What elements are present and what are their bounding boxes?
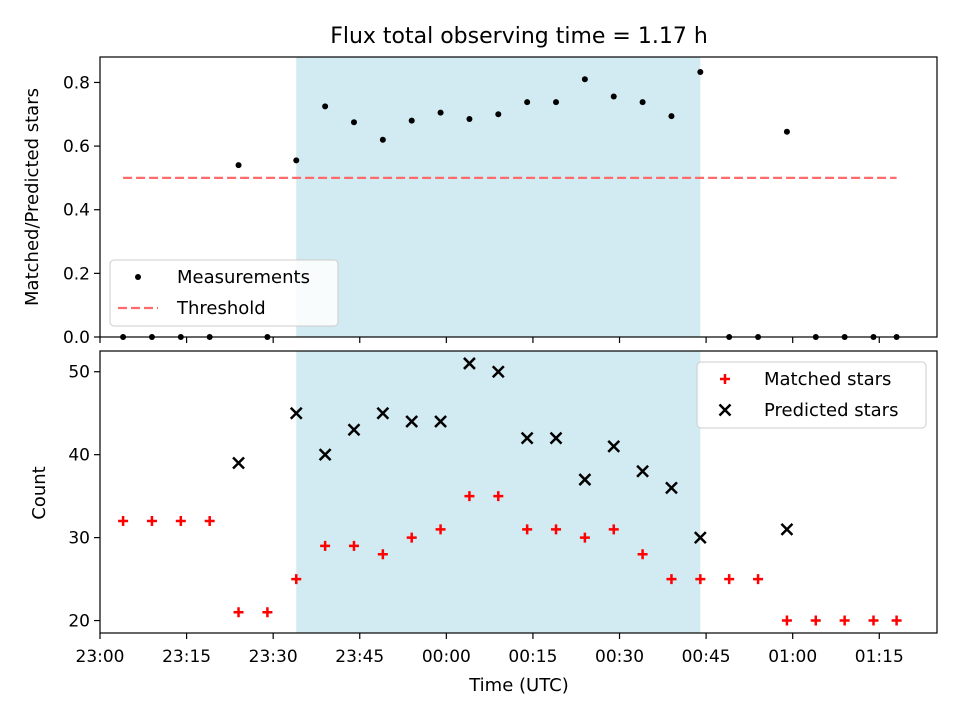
matched-stars-point — [891, 615, 902, 626]
matched-stars-point — [291, 574, 302, 585]
x-tick-label: 00:45 — [682, 647, 731, 667]
measurement-point — [581, 76, 588, 83]
predicted-stars-point — [693, 531, 707, 545]
matched-stars-point — [868, 615, 879, 626]
measurement-point — [437, 109, 444, 116]
predicted-stars-point — [463, 357, 476, 370]
top-panel-y-tick-label: 0.2 — [63, 264, 90, 284]
matched-stars-point — [579, 532, 590, 543]
bottom-panel-y-tick-label: 30 — [68, 529, 90, 549]
legend-matched-marker — [720, 374, 730, 384]
matched-stars-point — [810, 615, 821, 626]
top-panel-y-tick-label: 0.4 — [63, 201, 90, 221]
top-panel-shaded-interval — [296, 57, 701, 337]
measurement-point — [379, 136, 386, 143]
measurement-point — [639, 99, 646, 106]
matched-stars-point — [666, 574, 677, 585]
matched-stars-point — [522, 524, 533, 535]
predicted-stars-point — [376, 406, 390, 420]
measurement-point — [668, 113, 675, 120]
legend-predicted-marker — [718, 403, 732, 417]
predicted-stars-point — [520, 431, 534, 445]
matched-stars-point — [175, 516, 186, 527]
matched-stars-point — [551, 524, 562, 535]
top-panel-axes-frame — [99, 56, 938, 338]
predicted-stars-point — [549, 431, 563, 445]
measurement-point — [783, 128, 790, 135]
x-tick-label: 23:30 — [249, 647, 298, 667]
measurement-point — [553, 99, 560, 106]
bottom-panel-legend-box — [696, 361, 927, 429]
matched-stars-point — [435, 524, 446, 535]
chart-title: Flux total observing time = 1.17 h — [330, 24, 708, 49]
measurement-point — [322, 103, 329, 110]
predicted-stars-point — [578, 473, 592, 486]
matched-stars-point — [493, 491, 504, 502]
bottom-panel-y-axis-label: Count — [29, 466, 50, 519]
predicted-stars-point — [780, 522, 794, 536]
matched-stars-point — [233, 607, 244, 618]
top-panel-y-tick-label: 0.6 — [63, 137, 90, 157]
predicted-stars-point — [434, 415, 447, 428]
top-panel-y-tick-label: 0.8 — [63, 73, 90, 93]
matched-stars-point — [146, 516, 157, 527]
bottom-panel-axes-frame — [99, 350, 938, 634]
x-tick-label: 00:15 — [508, 647, 557, 667]
predicted-stars-point — [232, 456, 245, 470]
x-tick-label: 23:15 — [162, 647, 211, 667]
measurement-point — [610, 93, 617, 100]
top-panel-legend-box — [109, 259, 339, 327]
matched-stars-point — [406, 532, 417, 543]
matched-stars-point — [839, 615, 850, 626]
measurement-point — [495, 111, 502, 118]
chart-plot-layer: 0.0 0.2 0.4 0.6 0.8 Measurements Threshold 20 30… — [63, 56, 938, 667]
predicted-stars-point — [665, 481, 678, 495]
legend-measurements-marker — [135, 274, 141, 280]
matched-stars-point — [348, 540, 359, 551]
matched-stars-point — [377, 549, 388, 560]
bottom-panel-y-tick-label: 20 — [68, 612, 90, 632]
predicted-stars-point — [636, 464, 649, 478]
predicted-stars-point — [405, 415, 419, 428]
matched-stars-point — [118, 516, 129, 527]
measurement-point — [524, 99, 531, 106]
matched-stars-point — [320, 540, 331, 551]
matched-stars-point — [781, 615, 792, 626]
legend-label: Predicted stars — [764, 400, 898, 421]
legend-label: Threshold — [176, 298, 266, 319]
matched-stars-point — [608, 524, 619, 535]
matched-stars-point — [637, 549, 648, 560]
measurement-point — [697, 68, 704, 75]
predicted-stars-point — [607, 439, 621, 453]
bottom-panel-y-tick-label: 40 — [68, 446, 90, 466]
x-tick-label: 23:45 — [335, 647, 384, 667]
matched-stars-point — [724, 574, 735, 585]
x-tick-label: 23:00 — [76, 647, 125, 667]
measurement-point — [408, 117, 415, 124]
x-tick-label: 01:15 — [855, 647, 904, 667]
predicted-stars-point — [491, 365, 505, 379]
measurement-point — [350, 119, 357, 126]
x-tick-label: 01:00 — [768, 647, 817, 667]
x-axis-label: Time (UTC) — [468, 675, 569, 696]
predicted-stars-point — [347, 423, 361, 437]
measurement-point — [235, 162, 242, 169]
bottom-panel-y-tick-label: 50 — [68, 363, 90, 383]
top-panel-y-tick-label: 0.0 — [63, 328, 90, 348]
matched-stars-point — [695, 574, 706, 585]
measurement-point — [293, 157, 300, 164]
x-tick-label: 00:30 — [595, 647, 644, 667]
legend-label: Measurements — [177, 267, 310, 288]
top-panel-y-axis-label: Matched/Predicted stars — [22, 88, 43, 306]
matched-stars-point — [262, 607, 273, 618]
predicted-stars-point — [289, 406, 303, 420]
measurement-point — [466, 116, 473, 123]
matched-stars-point — [753, 574, 764, 585]
predicted-stars-point — [318, 448, 332, 462]
matched-stars-point — [204, 516, 215, 527]
matched-stars-point — [464, 491, 475, 502]
x-tick-label: 00:00 — [422, 647, 471, 667]
legend-label: Matched stars — [764, 369, 891, 390]
